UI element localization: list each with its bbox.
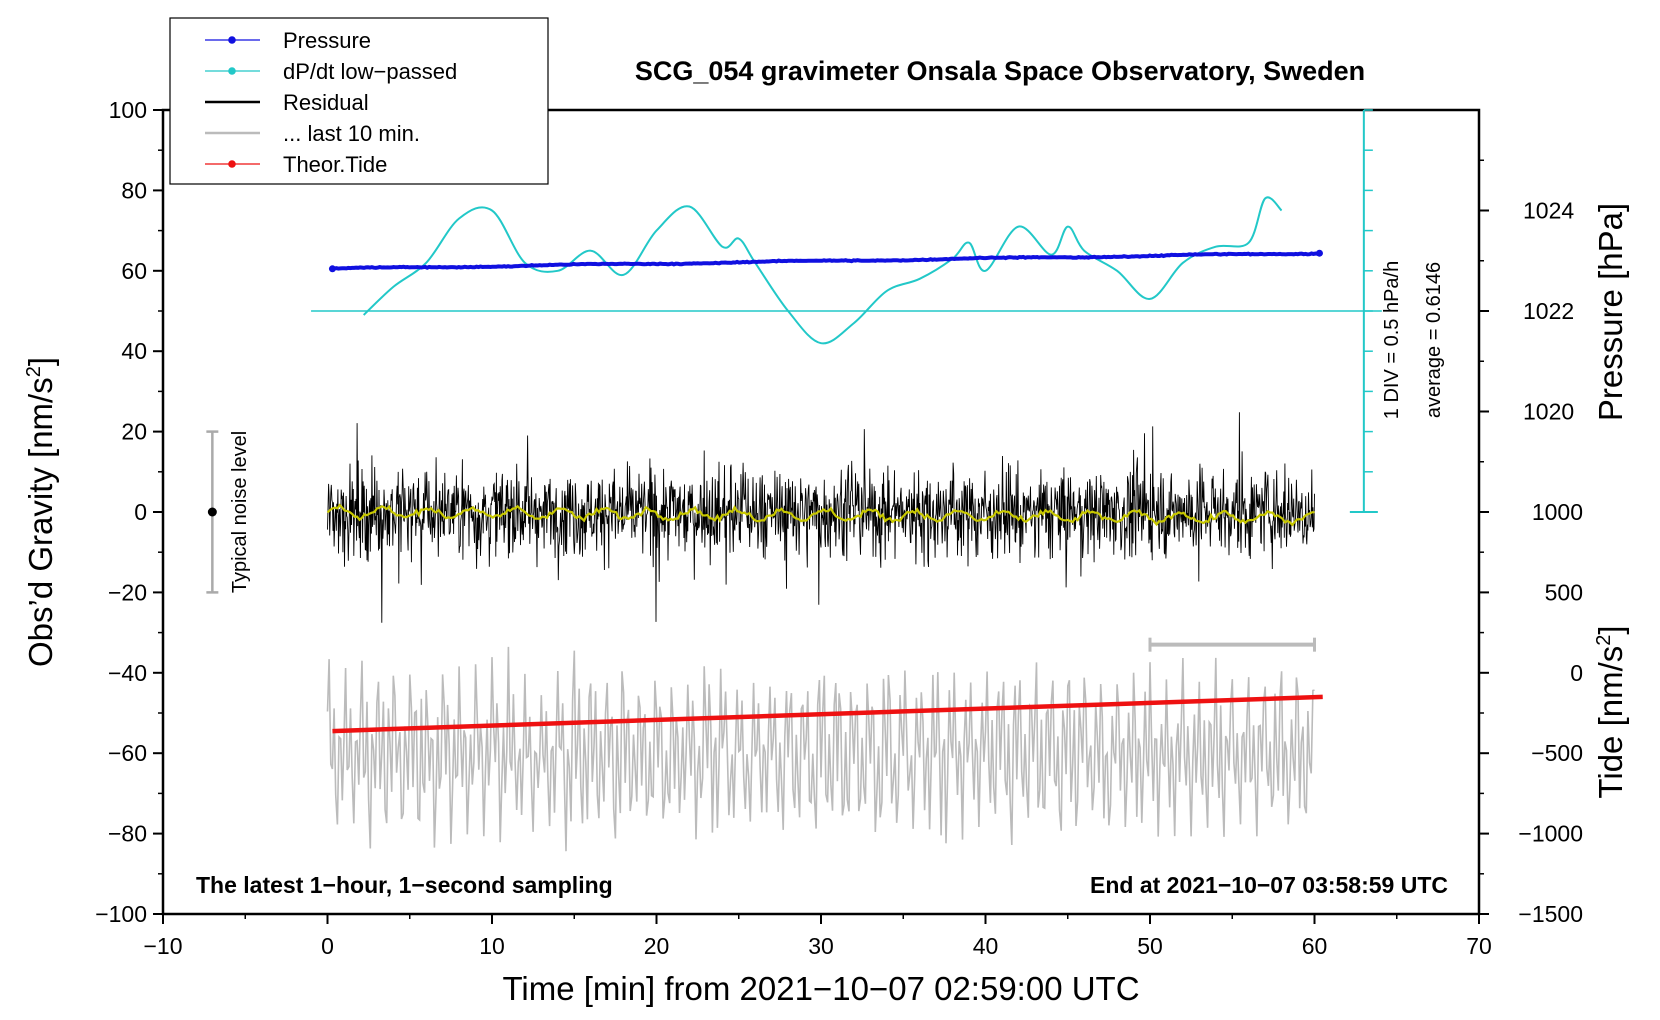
pressure-series-line: [332, 251, 1320, 271]
legend-marker: [228, 160, 236, 168]
residual-series-line: [327, 412, 1315, 623]
y-axis-label-tide-close: ]: [1592, 625, 1629, 634]
x-tick-label: 50: [1137, 933, 1163, 959]
axes-layer: −10 0 10 20 30 40 50 60 70−100−80−60−40−20020406…: [95, 97, 1583, 959]
last10-series-line: [326, 646, 1315, 852]
pressure-tick-label: 1024: [1523, 198, 1574, 224]
dpdt-series-line: [362, 196, 1283, 345]
legend: Pressure dP/dt low−passed Residual ... last…: [169, 17, 549, 185]
pressure-scale-note: 1 DIV = 0.5 hPa/h: [1381, 261, 1403, 419]
y-tick-label: 20: [121, 419, 147, 445]
y-tick-label: −100: [95, 901, 147, 927]
x-tick-label: −10: [143, 933, 182, 959]
pressure-average-note: average = 0.6146: [1423, 262, 1445, 418]
tide-tick-label: 1000: [1532, 499, 1583, 525]
chart-title: SCG_054 gravimeter Onsala Space Observat…: [635, 56, 1365, 86]
x-tick-label: 0: [321, 933, 334, 959]
x-tick-label: 70: [1466, 933, 1492, 959]
legend-label: dP/dt low−passed: [283, 59, 457, 84]
y-axis-label-pressure: Pressure [hPa]: [1592, 203, 1629, 421]
x-tick-label: 20: [644, 933, 670, 959]
y-axis-label-tide: Tide [nm/s2]: [1592, 625, 1629, 798]
y-tick-label: −20: [108, 579, 147, 605]
y-axis-label-tide-sup: 2: [1593, 635, 1615, 646]
tide-tick-label: −1500: [1518, 901, 1583, 927]
y-tick-label: −60: [108, 740, 147, 766]
x-tick-label: 60: [1302, 933, 1328, 959]
y-axis-label-tide-main: Tide [nm/s: [1592, 646, 1629, 799]
legend-label: Pressure: [283, 28, 371, 53]
pressure-tick-label: 1020: [1523, 399, 1574, 425]
y-axis-label-gravity: Obs’d Gravity [nm/s2]: [22, 357, 59, 667]
tide-tick-label: 0: [1570, 660, 1583, 686]
x-tick-label: 40: [973, 933, 999, 959]
pressure-tick-label: 1022: [1523, 298, 1574, 324]
residual-smoothed-line: [326, 503, 1315, 527]
legend-marker: [228, 67, 236, 75]
pressure-end-point: [1315, 249, 1323, 257]
legend-label: ... last 10 min.: [283, 121, 420, 146]
y-axis-label-gravity-main: Obs’d Gravity [nm/s: [22, 377, 59, 667]
y-tick-label: 40: [121, 338, 147, 364]
y-tick-label: −80: [108, 821, 147, 847]
tide-tick-label: −1000: [1518, 821, 1583, 847]
tide-tick-label: 500: [1545, 579, 1583, 605]
y-axis-label-gravity-sup: 2: [23, 366, 45, 377]
legend-marker: [228, 36, 236, 44]
y-tick-label: 60: [121, 258, 147, 284]
x-tick-label: 30: [808, 933, 834, 959]
annotation-end-time: End at 2021−10−07 03:58:59 UTC: [1090, 872, 1448, 898]
data-layer: [206, 109, 1382, 852]
x-tick-label: 10: [479, 933, 505, 959]
pressure-start-point: [328, 265, 336, 273]
annotation-latest-hour: The latest 1−hour, 1−second sampling: [196, 872, 613, 898]
tide-tick-label: −500: [1531, 740, 1583, 766]
legend-label: Theor.Tide: [283, 152, 387, 177]
x-axis-label: Time [min] from 2021−10−07 02:59:00 UTC: [502, 970, 1139, 1007]
tide-series-line: [332, 694, 1323, 734]
y-axis-label-gravity-close: ]: [22, 357, 59, 366]
noise-level-point: [207, 507, 217, 517]
y-tick-label: 0: [134, 499, 147, 525]
y-tick-label: −40: [108, 660, 147, 686]
noise-level-label: Typical noise level: [229, 431, 251, 593]
y-tick-label: 80: [121, 177, 147, 203]
legend-label: Residual: [283, 90, 369, 115]
y-tick-label: 100: [109, 97, 147, 123]
